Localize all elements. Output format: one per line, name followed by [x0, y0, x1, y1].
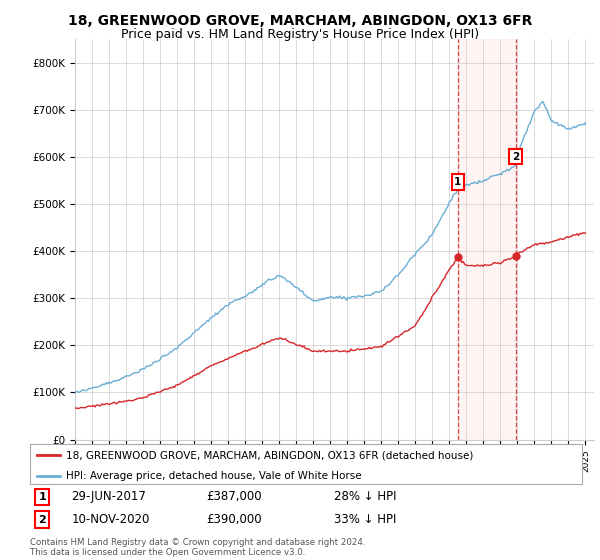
Text: 33% ↓ HPI: 33% ↓ HPI	[334, 513, 396, 526]
Text: 2: 2	[38, 515, 46, 525]
Text: HPI: Average price, detached house, Vale of White Horse: HPI: Average price, detached house, Vale…	[66, 470, 362, 480]
Text: Contains HM Land Registry data © Crown copyright and database right 2024.
This d: Contains HM Land Registry data © Crown c…	[30, 538, 365, 557]
Text: 29-JUN-2017: 29-JUN-2017	[71, 491, 146, 503]
Text: £390,000: £390,000	[206, 513, 262, 526]
Text: 18, GREENWOOD GROVE, MARCHAM, ABINGDON, OX13 6FR: 18, GREENWOOD GROVE, MARCHAM, ABINGDON, …	[68, 14, 532, 28]
Text: 10-NOV-2020: 10-NOV-2020	[71, 513, 150, 526]
Text: 28% ↓ HPI: 28% ↓ HPI	[334, 491, 396, 503]
Text: 18, GREENWOOD GROVE, MARCHAM, ABINGDON, OX13 6FR (detached house): 18, GREENWOOD GROVE, MARCHAM, ABINGDON, …	[66, 450, 473, 460]
Text: 2: 2	[512, 152, 520, 162]
Text: £387,000: £387,000	[206, 491, 262, 503]
Text: Price paid vs. HM Land Registry's House Price Index (HPI): Price paid vs. HM Land Registry's House …	[121, 28, 479, 41]
Text: 1: 1	[454, 177, 461, 187]
Bar	[458, 39, 516, 440]
Text: 1: 1	[38, 492, 46, 502]
